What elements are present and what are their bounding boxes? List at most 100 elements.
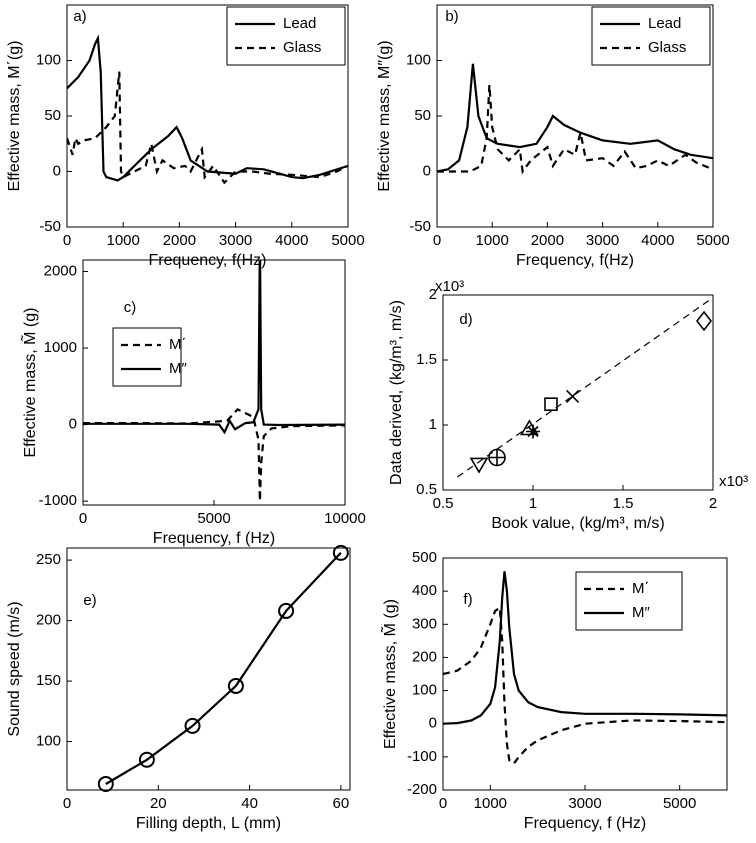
x-tick-label: 5000 <box>331 232 364 249</box>
panel: 0.5 1 1.5 2 0.5 1 1.5 2 Book value, (kg/m³, m/s)… <box>388 278 748 532</box>
panel-label: d) <box>459 311 472 328</box>
y-axis-label: Effective mass, M̃ (g) <box>20 308 40 458</box>
series-line <box>443 605 727 766</box>
y-tick-label: 100 <box>412 682 437 699</box>
y-tick-label: -100 <box>407 748 437 765</box>
point-marker <box>332 544 349 561</box>
x-axis-label: Frequency, f (Hz) <box>153 530 275 547</box>
y-axis-label: Sound speed (m/s) <box>6 601 23 736</box>
series-line <box>67 34 348 182</box>
y-tick-label: 200 <box>36 612 61 629</box>
y-tick-label: 2 <box>429 286 437 303</box>
y-tick-label: 0 <box>429 715 437 732</box>
data-point <box>566 389 580 403</box>
y-tick-label: -50 <box>409 218 431 235</box>
legend-box <box>226 6 346 66</box>
x-tick-label: 1000 <box>474 795 507 812</box>
x-tick-label: 2 <box>709 495 717 512</box>
x-axis-label: Frequency, f (Hz) <box>524 815 646 832</box>
x-tick-label: 2000 <box>163 232 196 249</box>
panel: 0 1000 3000 5000 -200 -100 0 100 200 300 400 500 Fre… <box>380 549 728 832</box>
panel-label: b) <box>445 8 458 25</box>
x-tick-label: 3000 <box>219 232 252 249</box>
legend-label: M″ <box>632 604 650 621</box>
data-point <box>488 448 506 467</box>
y-tick-label: 0 <box>53 162 61 179</box>
x-tick-label: 4000 <box>275 232 308 249</box>
point-marker <box>184 717 201 734</box>
x-tick-label: 1000 <box>476 232 509 249</box>
y-tick-label: 2000 <box>44 262 77 279</box>
x-tick-label: 40 <box>241 795 258 812</box>
x-tick-label: 60 <box>333 795 350 812</box>
point-marker <box>138 751 155 768</box>
legend-box <box>591 6 711 66</box>
x-tick-label: 1000 <box>107 232 140 249</box>
y-tick-label: 50 <box>44 107 61 124</box>
point-marker <box>97 775 114 792</box>
y-tick-label: -200 <box>407 781 437 798</box>
y-axis-label: Effective mass, M̃ (g) <box>380 599 400 749</box>
panel-label: e) <box>83 592 96 609</box>
y-tick-label: 150 <box>36 672 61 689</box>
x-tick-label: 5000 <box>696 232 729 249</box>
x-axis-label: Filling depth, L (mm) <box>136 815 281 832</box>
y-tick-label: 0 <box>423 162 431 179</box>
y-tick-label: 250 <box>36 551 61 568</box>
x-axis-label: Frequency, f(Hz) <box>149 252 267 269</box>
y-tick-label: 0.5 <box>416 481 437 498</box>
y-tick-label: 100 <box>36 51 61 68</box>
x-tick-label: 0.5 <box>433 495 454 512</box>
y-tick-label: 100 <box>36 733 61 750</box>
y-tick-label: -1000 <box>39 492 77 509</box>
x-axis-label: Book value, (kg/m³, m/s) <box>491 515 664 532</box>
legend-label: Glass <box>283 39 321 56</box>
y-multiplier: x10³ <box>435 278 464 295</box>
plot-frame <box>442 294 714 491</box>
x-tick-label: 0 <box>79 510 87 527</box>
x-tick-label: 5000 <box>197 510 230 527</box>
legend-label: M΄ <box>169 336 187 353</box>
x-tick-label: 1 <box>529 495 537 512</box>
panel: 0 20 40 60 100 150 200 250 Filling depth, L (mm)… <box>6 544 351 832</box>
x-tick-label: 2000 <box>531 232 564 249</box>
y-tick-label: 1 <box>429 416 437 433</box>
y-axis-label: Data derived, (kg/m³, m/s) <box>388 300 405 485</box>
x-tick-label: 5000 <box>663 795 696 812</box>
series-line <box>83 260 345 435</box>
legend-label: M΄ <box>632 580 650 597</box>
x-axis-label: Frequency, f(Hz) <box>516 252 634 269</box>
y-tick-label: 100 <box>406 51 431 68</box>
legend-label: Glass <box>648 39 686 56</box>
x-tick-label: 3000 <box>568 795 601 812</box>
plot-frame <box>66 547 351 791</box>
legend-box <box>112 327 182 387</box>
x-tick-label: 0 <box>433 232 441 249</box>
series-line <box>437 84 713 175</box>
x-tick-label: 0 <box>63 795 71 812</box>
data-point <box>695 310 713 332</box>
legend-box <box>575 571 683 631</box>
series-line <box>105 552 342 785</box>
series-line <box>67 71 348 185</box>
panel-label: f) <box>463 591 472 608</box>
x-tick-label: 0 <box>439 795 447 812</box>
y-tick-label: 1.5 <box>416 351 437 368</box>
series-line <box>437 63 713 173</box>
y-tick-label: 500 <box>412 549 437 566</box>
y-axis-label: Effective mass, M΄(g) <box>6 41 23 192</box>
y-tick-label: 400 <box>412 582 437 599</box>
y-tick-label: 50 <box>414 107 431 124</box>
fit-line <box>457 297 714 478</box>
y-axis-label: Effective mass, M″(g) <box>376 40 393 191</box>
panel: 0 1000 2000 3000 4000 5000-50050100Frequency,… <box>376 4 730 269</box>
y-tick-label: 300 <box>412 615 437 632</box>
data-point <box>526 424 540 439</box>
y-tick-label: 200 <box>412 648 437 665</box>
x-tick-label: 3000 <box>586 232 619 249</box>
x-tick-label: 20 <box>150 795 167 812</box>
legend-label: Lead <box>648 15 681 32</box>
y-tick-label: 0 <box>69 416 77 433</box>
